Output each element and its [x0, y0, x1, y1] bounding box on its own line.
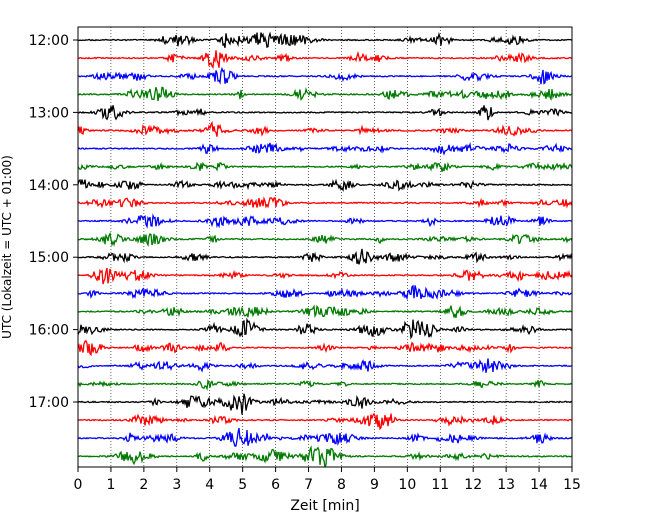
x-tick-label: 12: [464, 477, 482, 493]
x-axis-label: Zeit [min]: [290, 498, 359, 514]
trace-line: [77, 66, 573, 85]
x-tick-label: 13: [497, 477, 515, 493]
x-tick-label: 3: [172, 477, 181, 493]
trace-line: [77, 161, 573, 172]
trace-line: [77, 120, 573, 137]
y-tick-label: 13:00: [29, 105, 69, 121]
y-tick-label: 17:00: [29, 395, 69, 411]
trace-line: [77, 444, 573, 468]
x-tick-label: 9: [370, 477, 379, 493]
trace-line: [77, 213, 573, 229]
grid-lines: [110, 27, 540, 467]
trace-line: [77, 339, 573, 357]
trace-line: [77, 31, 573, 49]
trace-line: [77, 267, 573, 285]
x-tick-label: 2: [139, 477, 148, 493]
trace-line: [77, 50, 573, 70]
x-tick-label: 15: [563, 477, 581, 493]
trace-line: [77, 86, 573, 102]
x-tick-label: 14: [530, 477, 548, 493]
trace-line: [77, 284, 573, 301]
trace-line: [77, 378, 573, 392]
x-tick-label: 10: [398, 477, 416, 493]
y-tick-label: 15:00: [29, 250, 69, 266]
x-tick-label: 7: [304, 477, 313, 493]
trace-line: [77, 358, 573, 373]
x-tick-label: 4: [205, 477, 214, 493]
seismic-traces: [77, 31, 573, 468]
trace-line: [77, 393, 573, 415]
trace-line: [77, 248, 573, 265]
x-tick-label: 1: [106, 477, 115, 493]
y-tick-label: 14:00: [29, 178, 69, 194]
y-tick-label: 16:00: [29, 323, 69, 339]
trace-line: [77, 196, 573, 209]
x-tick-label: 0: [74, 477, 83, 493]
x-tick-label: 8: [337, 477, 346, 493]
y-tick-label: 12:00: [29, 33, 69, 49]
x-tick-label: 11: [431, 477, 449, 493]
y-axis-label: UTC (Lokalzeit = UTC + 01:00): [0, 155, 14, 339]
trace-line: [77, 412, 573, 431]
trace-line: [77, 178, 573, 192]
x-tick-label: 5: [238, 477, 247, 493]
trace-line: [77, 105, 573, 121]
x-axis-ticks: 0 1 2 3 4 5 6 7 8 9 10 11 12 13 14 15: [74, 467, 581, 493]
x-tick-label: 6: [271, 477, 280, 493]
plot-frame: [77, 26, 573, 468]
trace-line: [77, 427, 573, 447]
trace-line: [77, 304, 573, 319]
trace-line: [77, 317, 573, 340]
trace-line: [77, 231, 573, 248]
y-axis-ticks: 12:00 13:00 14:00 15:00 16:00 17:00: [29, 33, 78, 411]
trace-line: [77, 141, 573, 156]
